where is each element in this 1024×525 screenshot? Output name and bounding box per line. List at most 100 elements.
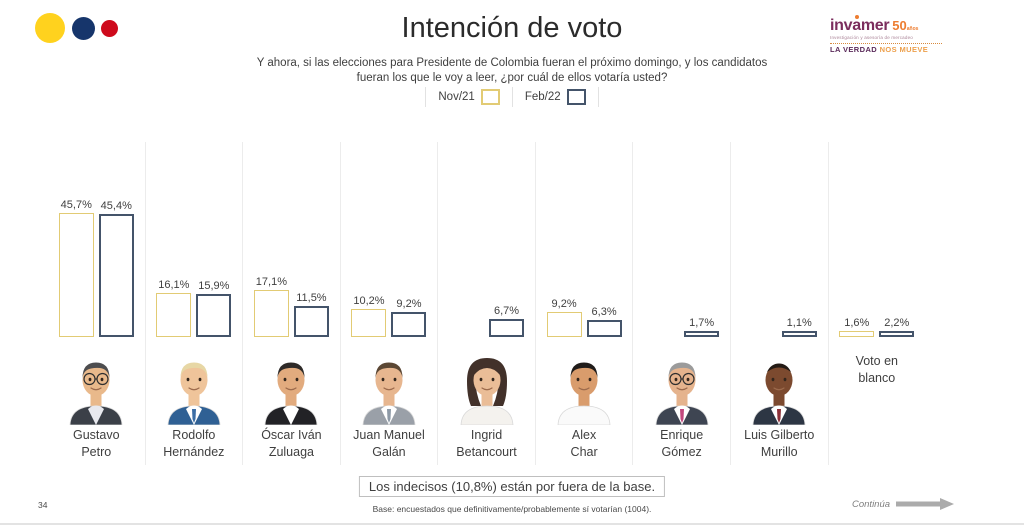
invamer-tagline-small: Investigación y asesoría de mercadeo: [830, 34, 913, 40]
bar-value-label: 6,3%: [591, 306, 617, 318]
legend-separator: [425, 87, 427, 107]
nov-bar: [58, 213, 94, 337]
bar-pair: 1,6% 2,2%: [829, 142, 926, 337]
feb-bar-slot: 6,3%: [586, 306, 622, 337]
candidate-name-line: Juan Manuel: [353, 428, 425, 442]
nov-bar-slot: 17,1%: [253, 276, 289, 337]
bar-pair: 9,2% 6,3%: [536, 142, 633, 337]
nov-bar-slot: 1,6%: [839, 317, 875, 337]
candidate-name: Enrique Gómez: [660, 427, 703, 461]
candidate-name-line: Galán: [372, 445, 406, 459]
survey-question: Y ahora, si las elecciones para Presiden…: [0, 56, 1024, 86]
legend-swatch-icon: [480, 89, 500, 105]
candidate-photo: [752, 363, 806, 425]
bar-pair: 10,2% 9,2%: [341, 142, 438, 337]
bar-pair: 1,7%: [633, 142, 730, 337]
continua-arrow-icon: [896, 498, 955, 510]
invamer-50-suffix: años: [906, 26, 919, 32]
bar-value-label: 9,2%: [396, 298, 422, 310]
nov-bar-slot: 9,2%: [546, 298, 582, 337]
bar-value-label: 17,1%: [255, 276, 287, 288]
feb-bar-slot: 1,1%: [781, 317, 817, 337]
bar-value-label: 45,7%: [60, 199, 92, 211]
invamer-a-dot-icon: [854, 15, 859, 19]
bar-value-label: 1,1%: [786, 317, 812, 329]
nov-bar: [156, 293, 192, 337]
continua-label: Continúa: [852, 498, 891, 510]
nov-bar: [253, 290, 289, 337]
candidate-name-line: blanco: [858, 371, 896, 385]
nov-bar: [351, 309, 387, 337]
feb-bar-slot: 15,9%: [196, 280, 232, 337]
bar-value-label: 15,9%: [198, 280, 230, 292]
candidate-photo: [362, 362, 416, 425]
candidate-name-line: Luis Gilberto: [744, 428, 815, 442]
feb-bar: [489, 319, 525, 337]
feb-bar-slot: 45,4%: [98, 200, 134, 337]
candidate-name-line: Gustavo: [73, 428, 120, 442]
chart-legend: Nov/21 Feb/22: [0, 87, 1024, 107]
candidate-name-line: Ingrid: [470, 428, 503, 442]
legend-item: Nov/21: [438, 89, 500, 105]
feb-bar: [781, 331, 817, 337]
candidate-name: Óscar Iván Zuluaga: [261, 427, 321, 461]
page-number: 34: [38, 500, 48, 510]
survey-question-line2: fueran los que le voy a leer, ¿por cuál …: [356, 72, 668, 84]
candidate-column: 16,1% 15,9% Rodolfo Hernández: [146, 142, 244, 465]
bar-value-label: 10,2%: [353, 295, 385, 307]
candidate-column: 1,6% 2,2% Voto en blanco: [829, 142, 926, 465]
candidate-name-line: Zuluaga: [268, 445, 314, 459]
feb-bar: [293, 306, 329, 337]
bar-value-label: 45,4%: [100, 200, 132, 212]
candidate-photo-frame: [746, 351, 812, 425]
legend-label: Feb/22: [524, 91, 561, 103]
candidate-photo: [167, 362, 221, 425]
candidate-column: 17,1% 11,5% Óscar Iván Zuluaga: [243, 142, 341, 465]
invamer-50-label: 50: [892, 18, 907, 33]
candidate-photo-frame: [258, 351, 324, 425]
bar-pair: 45,7% 45,4%: [48, 142, 145, 337]
feb-bar: [879, 331, 915, 337]
chart-columns: 45,7% 45,4% Gustavo Petro 16,1% 15,9% Rod…: [48, 142, 925, 465]
feb-bar: [98, 214, 134, 337]
brand-dot-blue-icon: [72, 17, 95, 40]
candidate-name: Rodolfo Hernández: [163, 427, 224, 461]
candidate-name-line: Alex: [571, 428, 597, 442]
candidate-name-line: Enrique: [660, 428, 704, 442]
legend-separator: [597, 87, 599, 107]
feb-bar: [586, 320, 622, 337]
invamer-wordmark: inva mer 50años: [830, 15, 919, 34]
survey-question-line1: Y ahora, si las elecciones para Presiden…: [256, 57, 768, 69]
brand-dot-red-icon: [101, 20, 118, 37]
candidate-name-line: Murillo: [760, 445, 798, 459]
candidate-photo: [265, 362, 318, 425]
bar-value-label: 2,2%: [884, 317, 910, 329]
feb-bar: [196, 294, 232, 337]
bar-pair: 17,1% 11,5%: [243, 142, 340, 337]
candidate-name-line: Voto en: [855, 354, 898, 368]
candidate-name-line: Gómez: [661, 445, 702, 459]
candidate-photo: [655, 362, 709, 425]
invamer-dotted-rule: [830, 42, 942, 44]
candidate-column: 9,2% 6,3% Alex Char: [536, 142, 634, 465]
legend-swatch-icon: [566, 89, 586, 105]
nov-bar-slot: 45,7%: [58, 199, 94, 337]
candidate-photo-frame: [356, 351, 422, 425]
feb-bar: [684, 331, 720, 337]
bar-value-label: 16,1%: [158, 279, 190, 291]
feb-bar-slot: 2,2%: [879, 317, 915, 337]
feb-bar: [391, 312, 427, 337]
candidate-name-line: Óscar Iván: [261, 428, 322, 442]
bar-value-label: 6,7%: [493, 305, 520, 317]
feb-bar-slot: 6,7%: [489, 305, 525, 337]
indecisos-note: Los indecisos (10,8%) están por fuera de…: [358, 476, 666, 497]
invamer-slogan: LA VERDAD NOS MUEVE: [830, 44, 929, 54]
candidate-name-line: Petro: [81, 445, 112, 459]
candidate-name-line: Betancourt: [456, 445, 517, 459]
bar-pair: 1,1%: [731, 142, 828, 337]
legend-separator: [511, 87, 513, 107]
candidate-name-line: Rodolfo: [172, 428, 216, 442]
candidate-column: 10,2% 9,2% Juan Manuel Galán: [341, 142, 439, 465]
page-title: Intención de voto: [401, 12, 623, 44]
brand-dot-yellow-icon: [35, 13, 65, 43]
